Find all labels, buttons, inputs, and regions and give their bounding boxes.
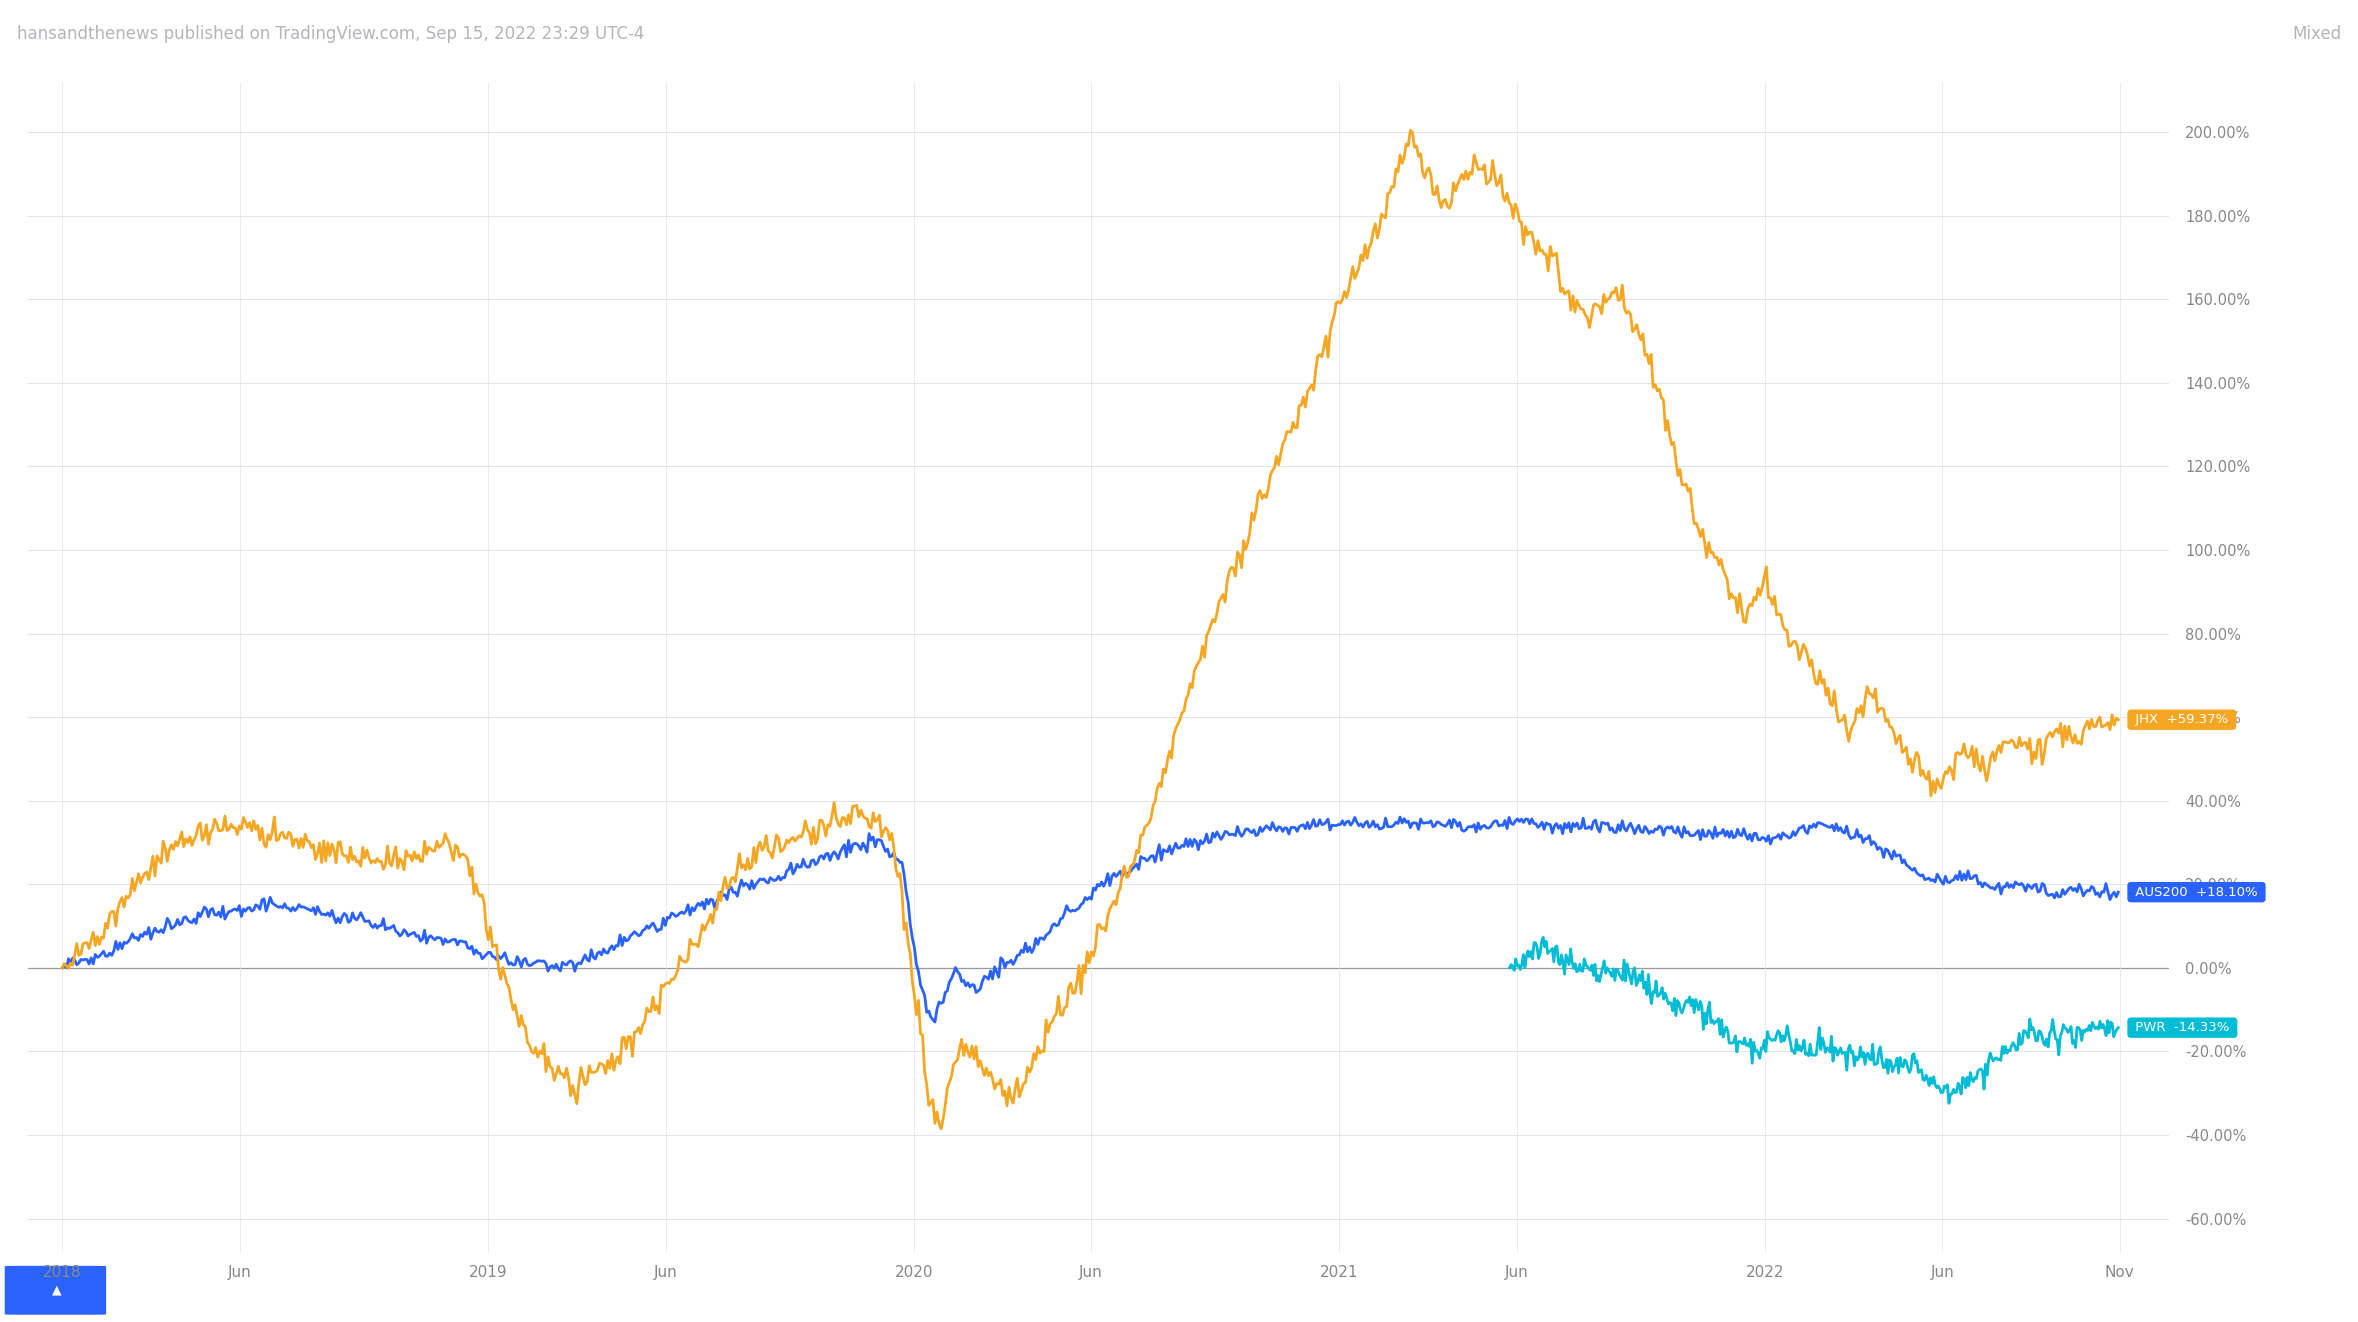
Text: PWR  -14.33%: PWR -14.33% [2132,1021,2233,1034]
Text: Mixed: Mixed [2292,25,2341,44]
FancyBboxPatch shape [5,1266,106,1314]
Text: AUS200  +18.10%: AUS200 +18.10% [2132,886,2261,899]
Text: ▲: ▲ [52,1284,61,1297]
Text: JHX  +59.37%: JHX +59.37% [2132,714,2233,726]
Text: TradingView: TradingView [108,1282,200,1298]
Text: hansandthenews published on TradingView.com, Sep 15, 2022 23:29 UTC-4: hansandthenews published on TradingView.… [17,25,644,44]
